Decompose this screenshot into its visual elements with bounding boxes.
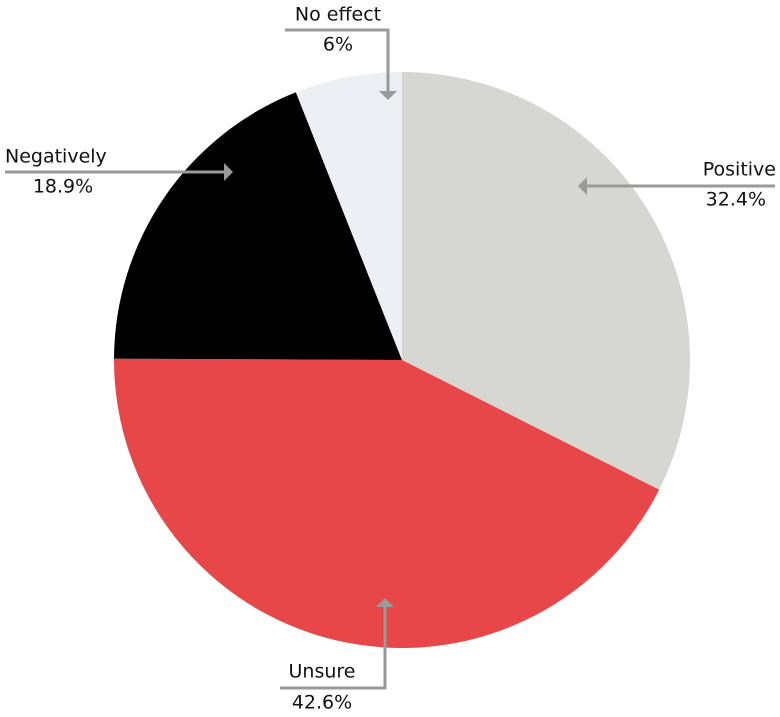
arrow-head (376, 598, 394, 607)
pie-slice (402, 72, 691, 490)
slice-value: 42.6% (292, 692, 352, 714)
slice-value: 6% (323, 34, 353, 56)
arrow-head (578, 177, 587, 195)
arrow-head (224, 163, 233, 181)
label-arrow (285, 28, 390, 92)
pie-slice (295, 72, 402, 360)
arrow-head (379, 91, 397, 100)
slice-name: Negatively (5, 146, 107, 168)
pie-slice (114, 92, 402, 360)
slice-name: Unsure (289, 661, 356, 683)
slice-name: Positive (703, 159, 776, 181)
slice-value: 32.4% (706, 189, 766, 211)
slice-name: No effect (295, 4, 381, 26)
label-arrow (280, 606, 387, 690)
slice-value: 18.9% (33, 176, 93, 198)
pie-slice (113, 358, 660, 648)
